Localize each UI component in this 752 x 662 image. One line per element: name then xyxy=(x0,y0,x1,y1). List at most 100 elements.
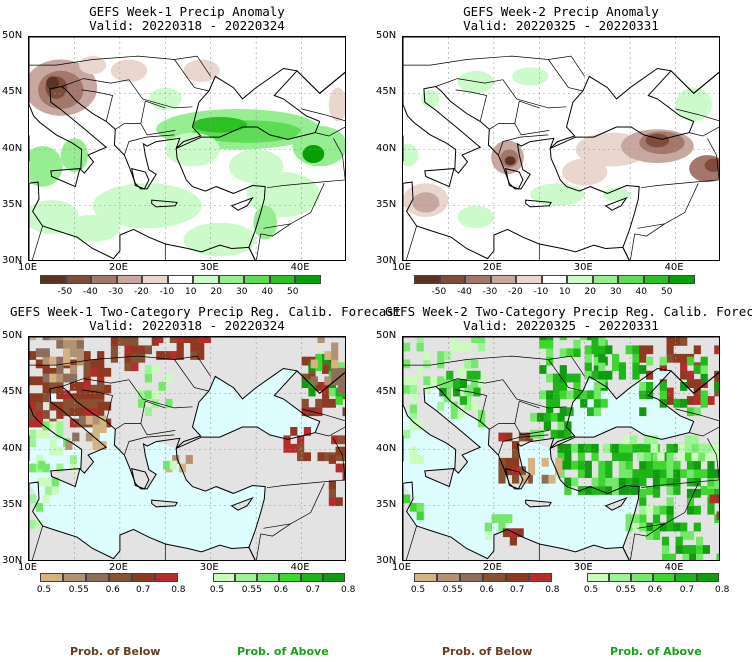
colorbar-swatch xyxy=(193,275,219,284)
panel4-valid: Valid: 20220325 - 20220331 xyxy=(463,318,659,333)
panel2-valid: Valid: 20220325 - 20220331 xyxy=(463,18,659,33)
colorbar-swatch xyxy=(279,573,301,582)
colorbar-swatch xyxy=(295,275,321,284)
panel3-valid: Valid: 20220318 - 20220324 xyxy=(89,318,285,333)
lon-label: 40E xyxy=(664,262,684,273)
colorbar-swatch xyxy=(618,275,644,284)
colorbar-swatch xyxy=(257,573,279,582)
colorbar-swatch xyxy=(592,275,618,284)
map-week1-two-category xyxy=(28,336,346,561)
lon-label: 10E xyxy=(392,562,412,573)
colorbar-swatch xyxy=(213,573,235,582)
colorbar-label: 0.8 xyxy=(171,585,186,595)
colorbar-swatch xyxy=(675,573,697,582)
colorbar-label: 0.55 xyxy=(241,585,262,595)
lon-label: 30E xyxy=(573,262,593,273)
above-colorbar-week1: 0.5 0.55 0.6 0.7 0.8 xyxy=(210,573,355,597)
colorbar-label: 10 xyxy=(185,287,197,297)
colorbar-label: -20 xyxy=(134,287,149,297)
lat-label: 30N xyxy=(376,255,397,266)
lat-label: 45N xyxy=(2,386,23,398)
lon-label: 30E xyxy=(573,562,593,573)
colorbar-swatch xyxy=(414,573,437,582)
prob-below-label-week2: Prob. of Below xyxy=(442,645,533,658)
colorbar-swatch xyxy=(414,275,440,284)
anomaly-colorbar-week2: -50 -40 -30 -20 -10 10 20 30 40 50 xyxy=(414,275,732,299)
colorbar-label: 0.5 xyxy=(583,585,599,595)
lat-label: 50N xyxy=(2,330,23,341)
colorbar-swatch xyxy=(142,275,168,284)
lat-label: 35N xyxy=(376,198,397,210)
colorbar-label: 0.5 xyxy=(36,585,52,595)
lon-label: 40E xyxy=(290,562,310,573)
colorbar-swatch xyxy=(301,573,323,582)
colorbar-swatch xyxy=(155,573,178,582)
lat-label: 40N xyxy=(2,442,23,454)
colorbar-swatch xyxy=(567,275,593,284)
lat-label: 35N xyxy=(376,498,397,510)
colorbar-swatch xyxy=(643,275,669,284)
colorbar-label: -30 xyxy=(108,287,124,297)
lon-label: 30E xyxy=(199,262,219,273)
panel1-title: GEFS Week-1 Precip Anomaly xyxy=(89,4,285,19)
panel2-title: GEFS Week-2 Precip Anomaly xyxy=(463,4,659,19)
colorbar-label: 30 xyxy=(236,287,248,297)
lat-label: 40N xyxy=(376,142,397,154)
lon-label: 10E xyxy=(392,262,412,273)
colorbar-swatch xyxy=(63,573,86,582)
colorbar-label: 20 xyxy=(210,287,222,297)
colorbar-swatch xyxy=(86,573,109,582)
colorbar-swatch xyxy=(490,275,516,284)
colorbar-label: 0.8 xyxy=(545,585,560,595)
colorbar-swatch xyxy=(235,573,257,582)
colorbar-label: -40 xyxy=(457,287,472,297)
colorbar-label: 0.6 xyxy=(273,585,289,595)
lon-label: 40E xyxy=(290,262,310,273)
lat-label: 50N xyxy=(376,30,397,41)
colorbar-swatch xyxy=(65,275,91,284)
colorbar-swatch xyxy=(483,573,506,582)
colorbar-label: 0.8 xyxy=(341,585,356,595)
colorbar-swatch xyxy=(323,573,345,582)
anomaly-colorbar-week1: -50 -40 -30 -20 -10 10 20 30 40 50 xyxy=(40,275,358,299)
lat-label: 50N xyxy=(2,30,23,41)
colorbar-swatch xyxy=(669,275,695,284)
lat-label: 30N xyxy=(2,255,23,266)
colorbar-swatch xyxy=(40,573,63,582)
lat-label: 35N xyxy=(2,198,23,210)
lon-label: 20E xyxy=(108,562,128,573)
lon-label: 20E xyxy=(108,262,128,273)
colorbar-swatch xyxy=(132,573,155,582)
below-colorbar-week2: 0.5 0.55 0.6 0.7 0.8 xyxy=(411,573,560,597)
colorbar-swatch xyxy=(116,275,142,284)
colorbar-swatch xyxy=(609,573,631,582)
colorbar-label: 30 xyxy=(610,287,622,297)
above-colorbar-week2: 0.5 0.55 0.6 0.7 0.8 xyxy=(583,573,729,597)
colorbar-swatch xyxy=(244,275,270,284)
colorbar-label: 50 xyxy=(661,287,673,297)
colorbar-swatch xyxy=(541,275,567,284)
colorbar-label: -20 xyxy=(508,287,523,297)
lat-label: 45N xyxy=(376,86,397,98)
lat-label: 40N xyxy=(2,142,23,154)
map-week1-anomaly xyxy=(28,36,346,261)
colorbar-swatch xyxy=(631,573,653,582)
colorbar-label: 0.6 xyxy=(479,585,494,595)
lon-label: 10E xyxy=(18,262,38,273)
lat-label: 30N xyxy=(2,555,23,566)
colorbar-swatch xyxy=(439,275,465,284)
panel3-title: GEFS Week-1 Two-Category Precip Reg. Cal… xyxy=(10,304,402,319)
map-week2-two-category xyxy=(402,336,720,561)
lat-label: 30N xyxy=(376,555,397,566)
lon-label: 40E xyxy=(664,562,684,573)
colorbar-swatch xyxy=(587,573,609,582)
prob-above-label-week1: Prob. of Above xyxy=(237,645,329,658)
colorbar-label: 0.55 xyxy=(615,585,636,595)
colorbar-swatch xyxy=(529,573,552,582)
lat-label: 50N xyxy=(376,330,397,341)
colorbar-label: 0.55 xyxy=(68,585,89,595)
colorbar-label: 20 xyxy=(584,287,596,297)
panel4-title: GEFS Week-2 Two-Category Precip Reg. Cal… xyxy=(385,304,752,319)
lat-label: 35N xyxy=(2,498,23,510)
colorbar-label: -30 xyxy=(482,287,498,297)
